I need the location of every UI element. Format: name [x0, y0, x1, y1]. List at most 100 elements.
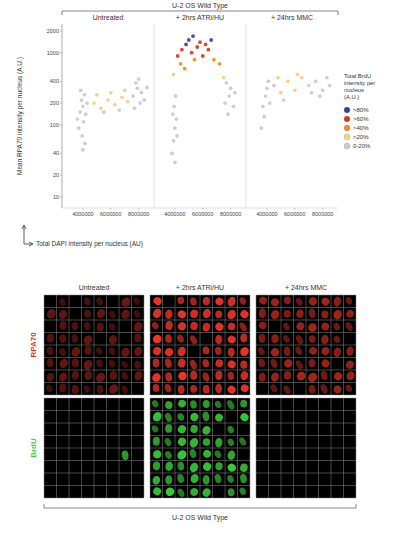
grid-line — [150, 498, 250, 499]
nucleus — [165, 424, 172, 433]
nucleus — [164, 347, 175, 358]
grid-line — [318, 295, 319, 395]
point — [173, 161, 177, 165]
nucleus — [269, 383, 278, 394]
nucleus — [58, 297, 67, 307]
nucleus — [189, 334, 199, 345]
nucleus — [201, 425, 212, 436]
grid-line — [331, 295, 332, 395]
point — [126, 100, 130, 104]
x-tick — [230, 208, 231, 210]
header-title: U-2 OS Wild Type — [172, 2, 228, 10]
nucleus — [165, 320, 174, 330]
image-panel — [150, 295, 250, 395]
nucleus — [46, 358, 53, 367]
nucleus — [177, 296, 185, 305]
nucleus — [215, 383, 222, 393]
axis-line — [154, 24, 155, 208]
point — [261, 104, 265, 108]
point — [259, 126, 263, 130]
column-title: Untreated — [79, 284, 110, 291]
point — [133, 106, 137, 110]
x-tick-label: 4000000 — [256, 211, 277, 217]
point — [109, 91, 113, 95]
nucleus — [270, 297, 281, 308]
nucleus — [215, 437, 223, 447]
nucleus — [84, 309, 92, 318]
nucleus — [189, 411, 200, 422]
nucleus — [214, 473, 223, 484]
nucleus — [58, 347, 67, 357]
point — [174, 94, 178, 98]
point — [293, 88, 297, 92]
nucleus — [176, 309, 187, 320]
nucleus — [71, 321, 79, 331]
point — [106, 98, 110, 102]
point — [170, 152, 174, 156]
nucleus — [176, 334, 185, 344]
nucleus — [189, 448, 198, 459]
nucleus — [58, 357, 69, 369]
nucleus — [295, 321, 305, 332]
nucleus — [239, 309, 250, 320]
point — [325, 76, 329, 80]
nucleus — [239, 370, 249, 381]
point — [300, 76, 304, 80]
x-tick — [266, 208, 267, 210]
point — [198, 40, 202, 44]
y-tick — [60, 81, 62, 82]
panel-title: Untreated — [93, 14, 124, 21]
nucleus — [332, 308, 344, 320]
nucleus — [151, 399, 160, 408]
column-title: + 2hrs ATRi/HU — [176, 284, 224, 291]
nucleus — [163, 437, 172, 447]
grid-line — [256, 460, 356, 461]
nucleus — [202, 411, 210, 422]
grid-line — [150, 460, 250, 461]
nucleus — [345, 359, 355, 370]
point — [226, 112, 230, 116]
nucleus — [164, 383, 173, 393]
nucleus — [190, 321, 199, 331]
point — [82, 93, 86, 97]
nucleus — [152, 461, 160, 470]
point — [232, 104, 236, 108]
point — [204, 43, 208, 47]
point — [282, 98, 286, 102]
legend-title: Total BrdUintensity pernucleus(A.U.) — [344, 73, 375, 100]
nucleus — [258, 334, 266, 344]
legend-title-line: intensity per — [344, 80, 375, 86]
footer-title: U-2 OS Wild Type — [172, 514, 228, 522]
nucleus — [59, 321, 67, 331]
nucleus — [214, 296, 225, 307]
nucleus — [344, 383, 353, 393]
nucleus — [294, 345, 303, 356]
legend-label: >20% — [353, 134, 369, 140]
nucleus — [152, 384, 159, 392]
grid-line — [144, 398, 145, 498]
nucleus — [214, 400, 223, 410]
nucleus — [151, 410, 163, 423]
nucleus — [153, 437, 160, 446]
point — [92, 101, 96, 105]
grid-line — [44, 370, 144, 371]
y-tick — [60, 124, 62, 125]
nucleus — [227, 450, 236, 461]
point — [123, 88, 127, 92]
point — [183, 67, 187, 71]
point — [84, 112, 88, 116]
point — [172, 139, 176, 143]
nucleus — [95, 346, 104, 356]
legend-swatch — [344, 116, 350, 122]
nucleus — [213, 449, 222, 459]
y-tick-label: 40 — [53, 150, 59, 156]
grid-line — [343, 398, 344, 498]
image-panel — [150, 398, 250, 498]
point — [120, 95, 124, 99]
nucleus — [188, 437, 199, 449]
nucleus — [132, 296, 141, 306]
point — [83, 142, 87, 146]
nucleus — [308, 346, 318, 356]
nucleus — [295, 370, 307, 383]
nucleus — [95, 296, 104, 306]
